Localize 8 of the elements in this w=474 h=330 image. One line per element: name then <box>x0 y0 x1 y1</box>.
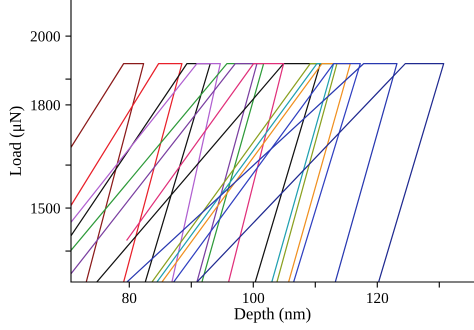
y-tick-label: 2000 <box>30 31 60 42</box>
y-tick-label: 1500 <box>31 203 60 214</box>
x-tick-label: 100 <box>243 292 264 304</box>
y-tick-label: 1800 <box>31 100 60 110</box>
x-tick-label: 120 <box>367 292 388 304</box>
x-axis-title: Depth (nm) <box>234 308 310 323</box>
x-tick-label: 80 <box>122 292 136 304</box>
y-axis-title: Load (μN) <box>9 106 24 176</box>
